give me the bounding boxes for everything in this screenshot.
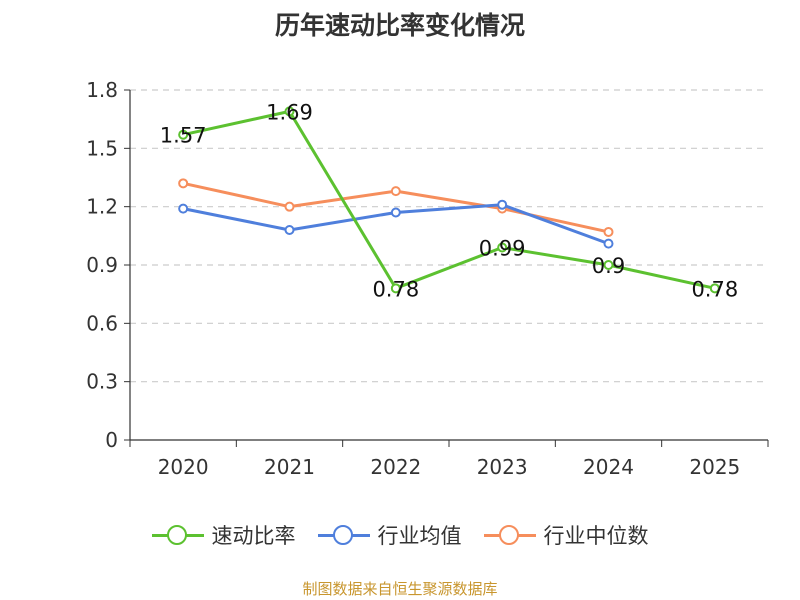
data-point-industry-median — [603, 226, 614, 237]
data-point-industry-median — [178, 178, 189, 189]
legend-item-industry-mean[interactable]: 行业均值 — [317, 520, 462, 550]
y-tick-label: 1.2 — [86, 195, 118, 219]
data-point-industry-mean — [497, 199, 508, 210]
data-point-industry-mean — [284, 225, 295, 235]
data-point-quick-ratio — [178, 129, 189, 140]
data-label-quick-ratio: 0.9 — [592, 254, 625, 278]
data-point-quick-ratio — [390, 283, 401, 294]
x-tick-label: 2024 — [583, 455, 634, 479]
legend-label-industry-mean: 行业均值 — [377, 524, 462, 548]
x-tick-label: 2022 — [370, 455, 421, 479]
data-point-industry-mean — [603, 238, 614, 249]
data-point-quick-ratio — [603, 260, 614, 270]
legend-item-industry-median[interactable]: 行业中位数 — [483, 520, 649, 550]
x-tick-label: 2025 — [689, 455, 740, 479]
y-tick-label: 1.8 — [86, 78, 118, 102]
data-point-industry-median — [284, 201, 295, 212]
data-label-quick-ratio: 0.78 — [372, 277, 419, 301]
y-tick-label: 0 — [105, 428, 118, 452]
data-point-industry-mean — [178, 203, 189, 214]
data-point-industry-mean — [390, 207, 401, 218]
data-label-quick-ratio: 0.99 — [479, 237, 526, 261]
x-tick-label: 2023 — [477, 455, 528, 479]
data-point-quick-ratio — [497, 242, 508, 253]
data-label-quick-ratio: 1.69 — [266, 100, 313, 124]
y-tick-label: 0.3 — [86, 370, 118, 394]
y-tick-label: 0.6 — [86, 311, 118, 335]
legend-swatch-industry-median — [483, 525, 536, 545]
data-point-industry-median — [390, 186, 401, 197]
data-label-quick-ratio: 0.78 — [691, 277, 738, 301]
legend-swatch-industry-mean — [317, 525, 370, 545]
legend-label-quick-ratio: 速动比率 — [211, 524, 296, 548]
legend-item-quick-ratio[interactable]: 速动比率 — [151, 520, 296, 550]
series-line-quick-ratio — [182, 109, 716, 290]
legend-label-industry-median: 行业中位数 — [543, 524, 649, 548]
y-tick-label: 1.5 — [86, 136, 118, 160]
data-point-quick-ratio — [284, 106, 295, 117]
legend-swatch-quick-ratio — [151, 525, 204, 545]
data-source-note: 制图数据来自恒生聚源数据库 — [302, 580, 498, 598]
data-point-quick-ratio — [709, 283, 720, 294]
chart-title: 历年速动比率变化情况 — [274, 11, 525, 40]
y-tick-label: 0.9 — [86, 253, 118, 277]
data-label-quick-ratio: 1.57 — [160, 124, 207, 148]
x-tick-label: 2020 — [158, 455, 209, 479]
x-tick-label: 2021 — [264, 455, 315, 479]
chart-legend: 速动比率 行业均值 行业中位数 — [0, 520, 800, 550]
